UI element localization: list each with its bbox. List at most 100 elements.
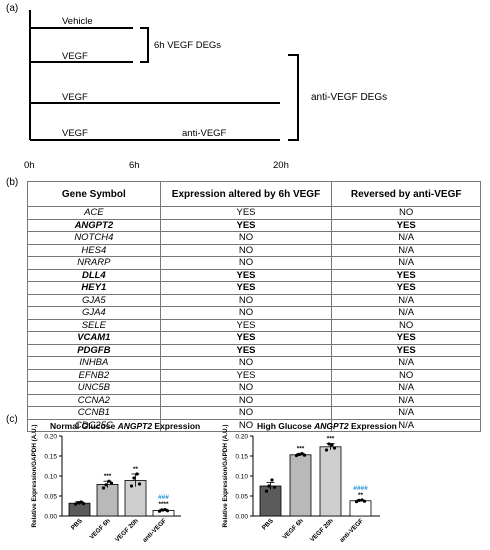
chart-2-bar <box>289 454 312 517</box>
chart-1-data-point <box>101 486 106 490</box>
chart-2-data-point <box>330 443 334 447</box>
table-row: GJA5 NO N/A <box>27 293 481 307</box>
chart-2-ytick-label: 0.20 <box>235 434 248 441</box>
chart-2-data-point <box>354 500 359 504</box>
chart-2-y-label: Relative Expression/GAPDH (A.U.) <box>222 425 229 528</box>
chart-2-bar <box>259 485 282 517</box>
table-header-row: Gene Symbol Expression altered by 6h VEG… <box>27 181 481 207</box>
table-row: HES4 NO N/A <box>27 243 481 257</box>
chart-2-category-label: VEGF 20h <box>309 517 335 543</box>
chart-1-data-point <box>104 483 108 487</box>
chart-1-data-point <box>79 500 83 504</box>
chart-2-data-point <box>324 448 329 452</box>
chart-1-significance-stars: **** <box>158 501 169 508</box>
table-row: GJA4 NO N/A <box>27 306 481 320</box>
table-row: CDC25C NO N/A <box>27 418 481 432</box>
chart-1-title-gene: ANGPT2 <box>117 421 153 431</box>
chart-2-data-point <box>272 485 277 489</box>
panel-a-label: (a) <box>6 3 19 14</box>
chart-2-ytick-label: 0.15 <box>235 454 248 461</box>
chart-1-ytick-label: 0.05 <box>44 494 57 501</box>
chart-1-data-point <box>109 481 114 485</box>
bracket-label-anti: anti-VEGF DEGs <box>311 92 388 103</box>
arm-label-vehicle: Vehicle <box>62 16 93 27</box>
chart-1-data-point <box>132 476 136 480</box>
chart-1-title-prefix: Normal Glucose <box>50 421 118 431</box>
table-row: ANGPT2 YES YES <box>27 218 481 232</box>
header-reversed: Reversed by anti-VEGF <box>331 181 481 207</box>
table-row: NOTCH4 NO N/A <box>27 231 481 245</box>
chart-2-data-point <box>362 499 367 503</box>
chart-2-data-point <box>267 484 271 488</box>
arm-label-vegf-6h: VEGF <box>62 51 88 62</box>
table-row: HEY1 YES YES <box>27 281 481 295</box>
header-altered: Expression altered by 6h VEGF <box>159 181 333 207</box>
chart-2-title-gene: ANGPT2 <box>314 421 349 431</box>
chart-1-ytick-label: 0.20 <box>44 434 57 441</box>
timepoint-0h: 0h <box>24 160 35 171</box>
bracket-6h <box>140 27 149 63</box>
chart-2-title-prefix: High Glucose <box>257 421 315 431</box>
chart-2-data-point <box>332 446 337 450</box>
table-row: ACE YES NO <box>27 206 481 220</box>
gene-table: Gene Symbol Expression altered by 6h VEG… <box>27 181 481 432</box>
chart-2-data-point <box>294 454 299 458</box>
table-row: DLL4 YES YES <box>27 268 481 282</box>
timepoint-6h: 6h <box>129 160 140 171</box>
chart-2-ytick-label: 0.05 <box>235 494 248 501</box>
chart-2-bar <box>319 446 342 517</box>
chart-2-category-label: PBS <box>261 517 275 531</box>
chart-2-data-point <box>297 452 301 456</box>
chart-1-data-point <box>160 508 164 512</box>
bracket-label-6h: 6h VEGF DEGs <box>154 40 222 51</box>
chart-2-significance-stars: *** <box>327 436 335 443</box>
chart-1-data-point <box>135 472 139 476</box>
chart-1-y-label: Relative Expression/GAPDH (A.U.) <box>31 425 38 528</box>
chart-2-data-point <box>327 442 331 446</box>
timeline-diagram <box>29 10 299 141</box>
chart-2-data-point <box>264 489 269 493</box>
reversed-cell: N/A <box>331 418 481 432</box>
chart-2-data-point <box>270 478 274 482</box>
chart-2-significance-stars: ** <box>358 492 364 499</box>
table-row: EFNB2 YES NO <box>27 368 481 382</box>
chart-1-ytick-label: 0.10 <box>44 474 57 481</box>
chart-1-ytick-label: 0.15 <box>44 454 57 461</box>
chart-2-ytick-label: 0.10 <box>235 474 248 481</box>
altered-cell: NO <box>159 418 333 432</box>
chart-1-data-point <box>81 502 86 506</box>
table-row: CCNA2 NO N/A <box>27 393 481 407</box>
chart-1-data-point <box>163 508 167 512</box>
chart-1-significance-stars: ** <box>133 466 139 473</box>
chart-2-title-suffix: Expression <box>348 421 397 431</box>
chart-1-data-point <box>157 509 162 513</box>
chart-1-data-point <box>165 509 170 513</box>
chart-1-data-point <box>137 482 142 486</box>
chart-2-significance-hashes: #### <box>353 485 368 492</box>
chart-2-ytick-label: 0.00 <box>235 514 248 521</box>
chart-1-ytick-label: 0.00 <box>44 514 57 521</box>
chart-2-significance-stars: *** <box>297 446 305 453</box>
chart-2-category-label: VEGF 6h <box>281 517 305 541</box>
arm-label-antivegf: anti-VEGF <box>182 128 227 139</box>
chart-2-data-point <box>360 498 364 502</box>
chart-1-data-point <box>107 479 111 483</box>
chart-2-data-point <box>300 452 304 456</box>
chart-1-title: Normal Glucose ANGPT2 Expression <box>50 421 200 431</box>
bracket-anti <box>288 54 299 141</box>
chart-1-data-point <box>129 484 134 488</box>
chart-2-data-point <box>302 453 307 457</box>
chart-1-data-point <box>73 502 78 506</box>
chart-2-title: High Glucose ANGPT2 Expression <box>257 421 397 431</box>
panel-c-label: (c) <box>6 414 18 425</box>
arm-label-vegf-20h: VEGF <box>62 92 88 103</box>
chart-1-significance-hashes: ### <box>158 494 169 501</box>
chart-1-data-point <box>76 501 80 505</box>
chart-1-significance-stars: *** <box>104 473 112 480</box>
chart-2-category-label: anti-VEGF <box>338 517 365 544</box>
header-gene-symbol: Gene Symbol <box>27 181 161 207</box>
chart-1-title-suffix: Expression <box>152 421 201 431</box>
panel-b-label: (b) <box>6 177 19 188</box>
